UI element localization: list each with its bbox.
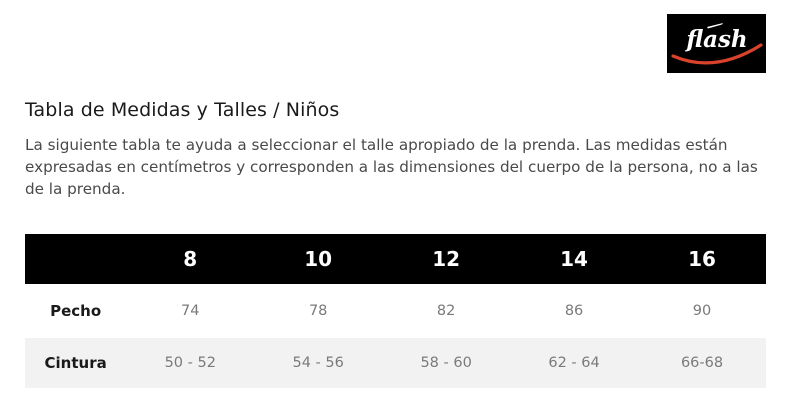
flash-logo-mark: flash	[671, 23, 763, 65]
intro-text: La siguiente tabla te ayuda a selecciona…	[25, 136, 758, 198]
header-corner-cell	[25, 234, 126, 284]
size-header-row: 8 10 12 14 16	[25, 234, 766, 284]
logo-wordmark: flash	[684, 26, 747, 53]
row-label: Pecho	[50, 302, 102, 320]
page-title: Tabla de Medidas y Talles / Niños	[25, 99, 340, 121]
table-cell: 58 - 60	[420, 355, 472, 371]
flash-logo: flash	[667, 14, 766, 73]
size-header-cell: 8	[183, 247, 198, 271]
row-label: Cintura	[44, 354, 107, 372]
size-header-cell: 12	[432, 247, 461, 271]
table-cell: 86	[564, 303, 584, 319]
table-cell: 82	[436, 303, 456, 319]
size-chart-table: 8 10 12 14 16 Pecho 74 78 82 86 90 Cintu…	[25, 234, 766, 388]
table-cell: 90	[692, 303, 712, 319]
table-cell: 74	[181, 303, 200, 319]
table-cell: 50 - 52	[164, 355, 216, 371]
table-cell: 78	[308, 303, 328, 319]
table-row-pecho: Pecho 74 78 82 86 90	[25, 284, 766, 338]
size-header-cell: 16	[688, 247, 716, 271]
table-cell: 62 - 64	[548, 355, 600, 371]
table-cell: 66-68	[680, 355, 724, 371]
size-header-cell: 14	[560, 247, 588, 271]
size-header-cell: 10	[304, 247, 333, 271]
table-cell: 54 - 56	[292, 355, 344, 371]
table-row-cintura: Cintura 50 - 52 54 - 56 58 - 60 62 - 64 …	[25, 338, 766, 388]
